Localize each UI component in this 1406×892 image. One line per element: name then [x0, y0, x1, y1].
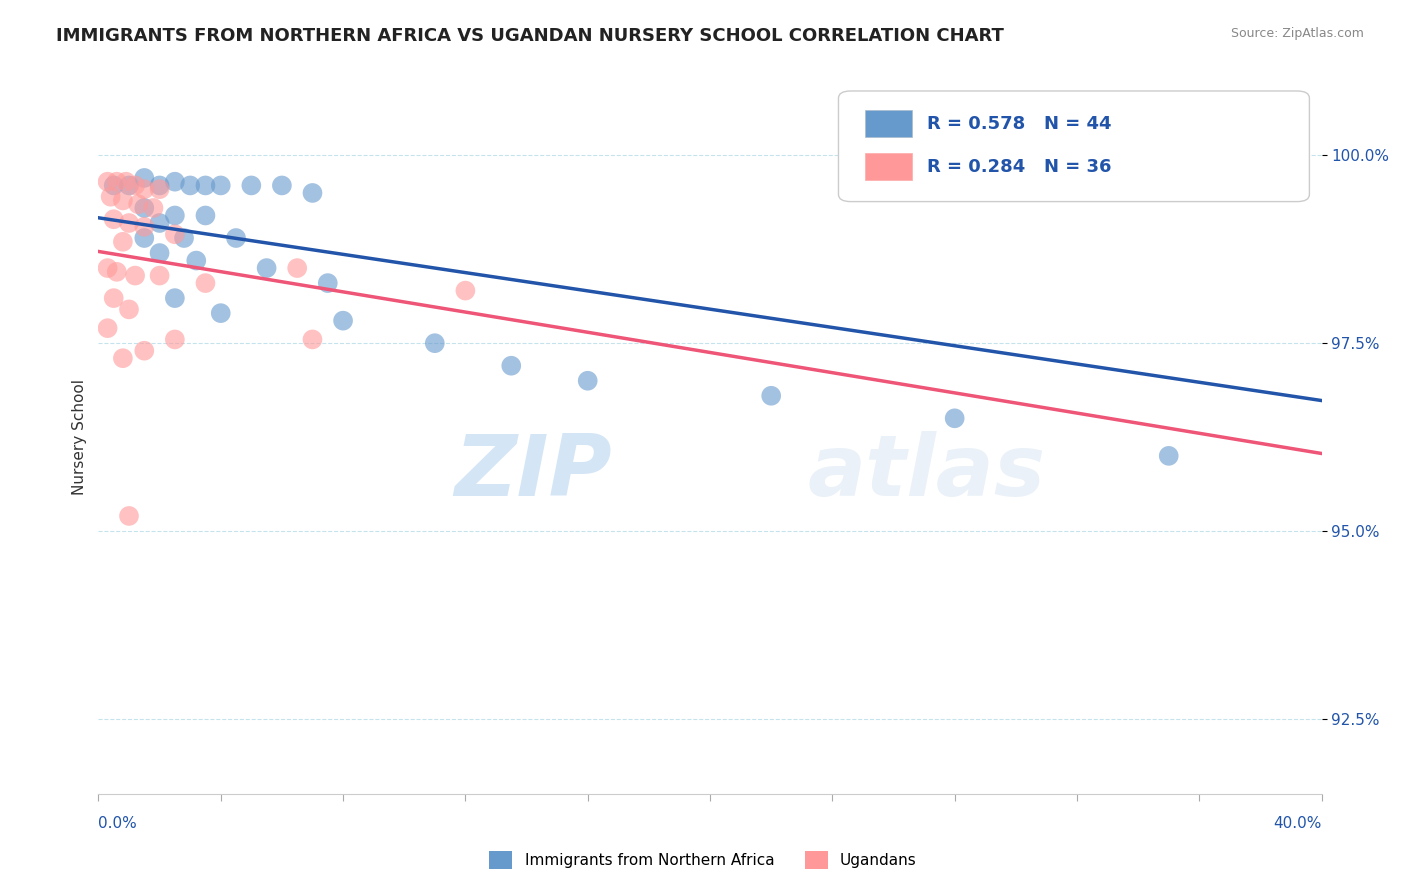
Point	[301, 333, 323, 347]
Point	[179, 178, 201, 193]
Point	[118, 178, 141, 193]
Point	[256, 261, 278, 276]
Point	[194, 276, 217, 290]
Point	[118, 216, 141, 230]
Point	[142, 201, 165, 215]
Point	[105, 175, 128, 189]
Point	[134, 343, 156, 358]
Point	[163, 227, 186, 242]
Point	[270, 178, 294, 193]
Point	[240, 178, 263, 193]
Point	[316, 276, 339, 290]
Point	[134, 170, 156, 185]
Point	[134, 201, 156, 215]
Point	[118, 508, 141, 523]
Point	[103, 178, 125, 193]
Point	[127, 197, 149, 211]
Text: R = 0.578   N = 44: R = 0.578 N = 44	[927, 115, 1111, 133]
Point	[97, 261, 120, 276]
Point	[124, 178, 146, 193]
Point	[163, 333, 186, 347]
Point	[163, 209, 186, 223]
Point	[301, 186, 323, 200]
Text: R = 0.284   N = 36: R = 0.284 N = 36	[927, 158, 1111, 176]
Point	[173, 231, 195, 245]
Point	[111, 235, 134, 249]
Point	[186, 253, 208, 268]
Point	[576, 374, 599, 388]
Point	[97, 321, 120, 335]
Text: 0.0%: 0.0%	[98, 816, 138, 831]
Point	[423, 336, 446, 351]
Bar	[865, 111, 912, 137]
Y-axis label: Nursery School: Nursery School	[72, 379, 87, 495]
Point	[149, 178, 172, 193]
Point	[105, 265, 128, 279]
Point	[163, 175, 186, 189]
Point	[103, 212, 125, 227]
Point	[194, 209, 217, 223]
Point	[111, 194, 134, 208]
Point	[115, 175, 138, 189]
Point	[134, 219, 156, 234]
Point	[332, 313, 354, 327]
Point	[100, 190, 122, 204]
Text: ZIP: ZIP	[454, 431, 612, 515]
Point	[118, 302, 141, 317]
Point	[124, 268, 146, 283]
Point	[134, 182, 156, 196]
Point	[103, 291, 125, 305]
Point	[501, 359, 523, 373]
Point	[149, 182, 172, 196]
Point	[209, 178, 232, 193]
Point	[194, 178, 217, 193]
Point	[134, 231, 156, 245]
Point	[149, 246, 172, 260]
Text: IMMIGRANTS FROM NORTHERN AFRICA VS UGANDAN NURSERY SCHOOL CORRELATION CHART: IMMIGRANTS FROM NORTHERN AFRICA VS UGAND…	[56, 27, 1004, 45]
Text: Source: ZipAtlas.com: Source: ZipAtlas.com	[1230, 27, 1364, 40]
Point	[225, 231, 247, 245]
Point	[209, 306, 232, 320]
Bar	[865, 153, 912, 180]
Point	[1264, 141, 1286, 155]
Point	[454, 284, 477, 298]
Legend: Immigrants from Northern Africa, Ugandans: Immigrants from Northern Africa, Ugandan…	[484, 845, 922, 875]
Point	[149, 216, 172, 230]
Point	[761, 389, 783, 403]
Text: 40.0%: 40.0%	[1274, 816, 1322, 831]
Point	[111, 351, 134, 366]
Text: atlas: atlas	[808, 431, 1046, 515]
Point	[1157, 449, 1180, 463]
Point	[285, 261, 308, 276]
Point	[943, 411, 966, 425]
Point	[97, 175, 120, 189]
Point	[163, 291, 186, 305]
FancyBboxPatch shape	[838, 91, 1309, 202]
Point	[149, 268, 172, 283]
